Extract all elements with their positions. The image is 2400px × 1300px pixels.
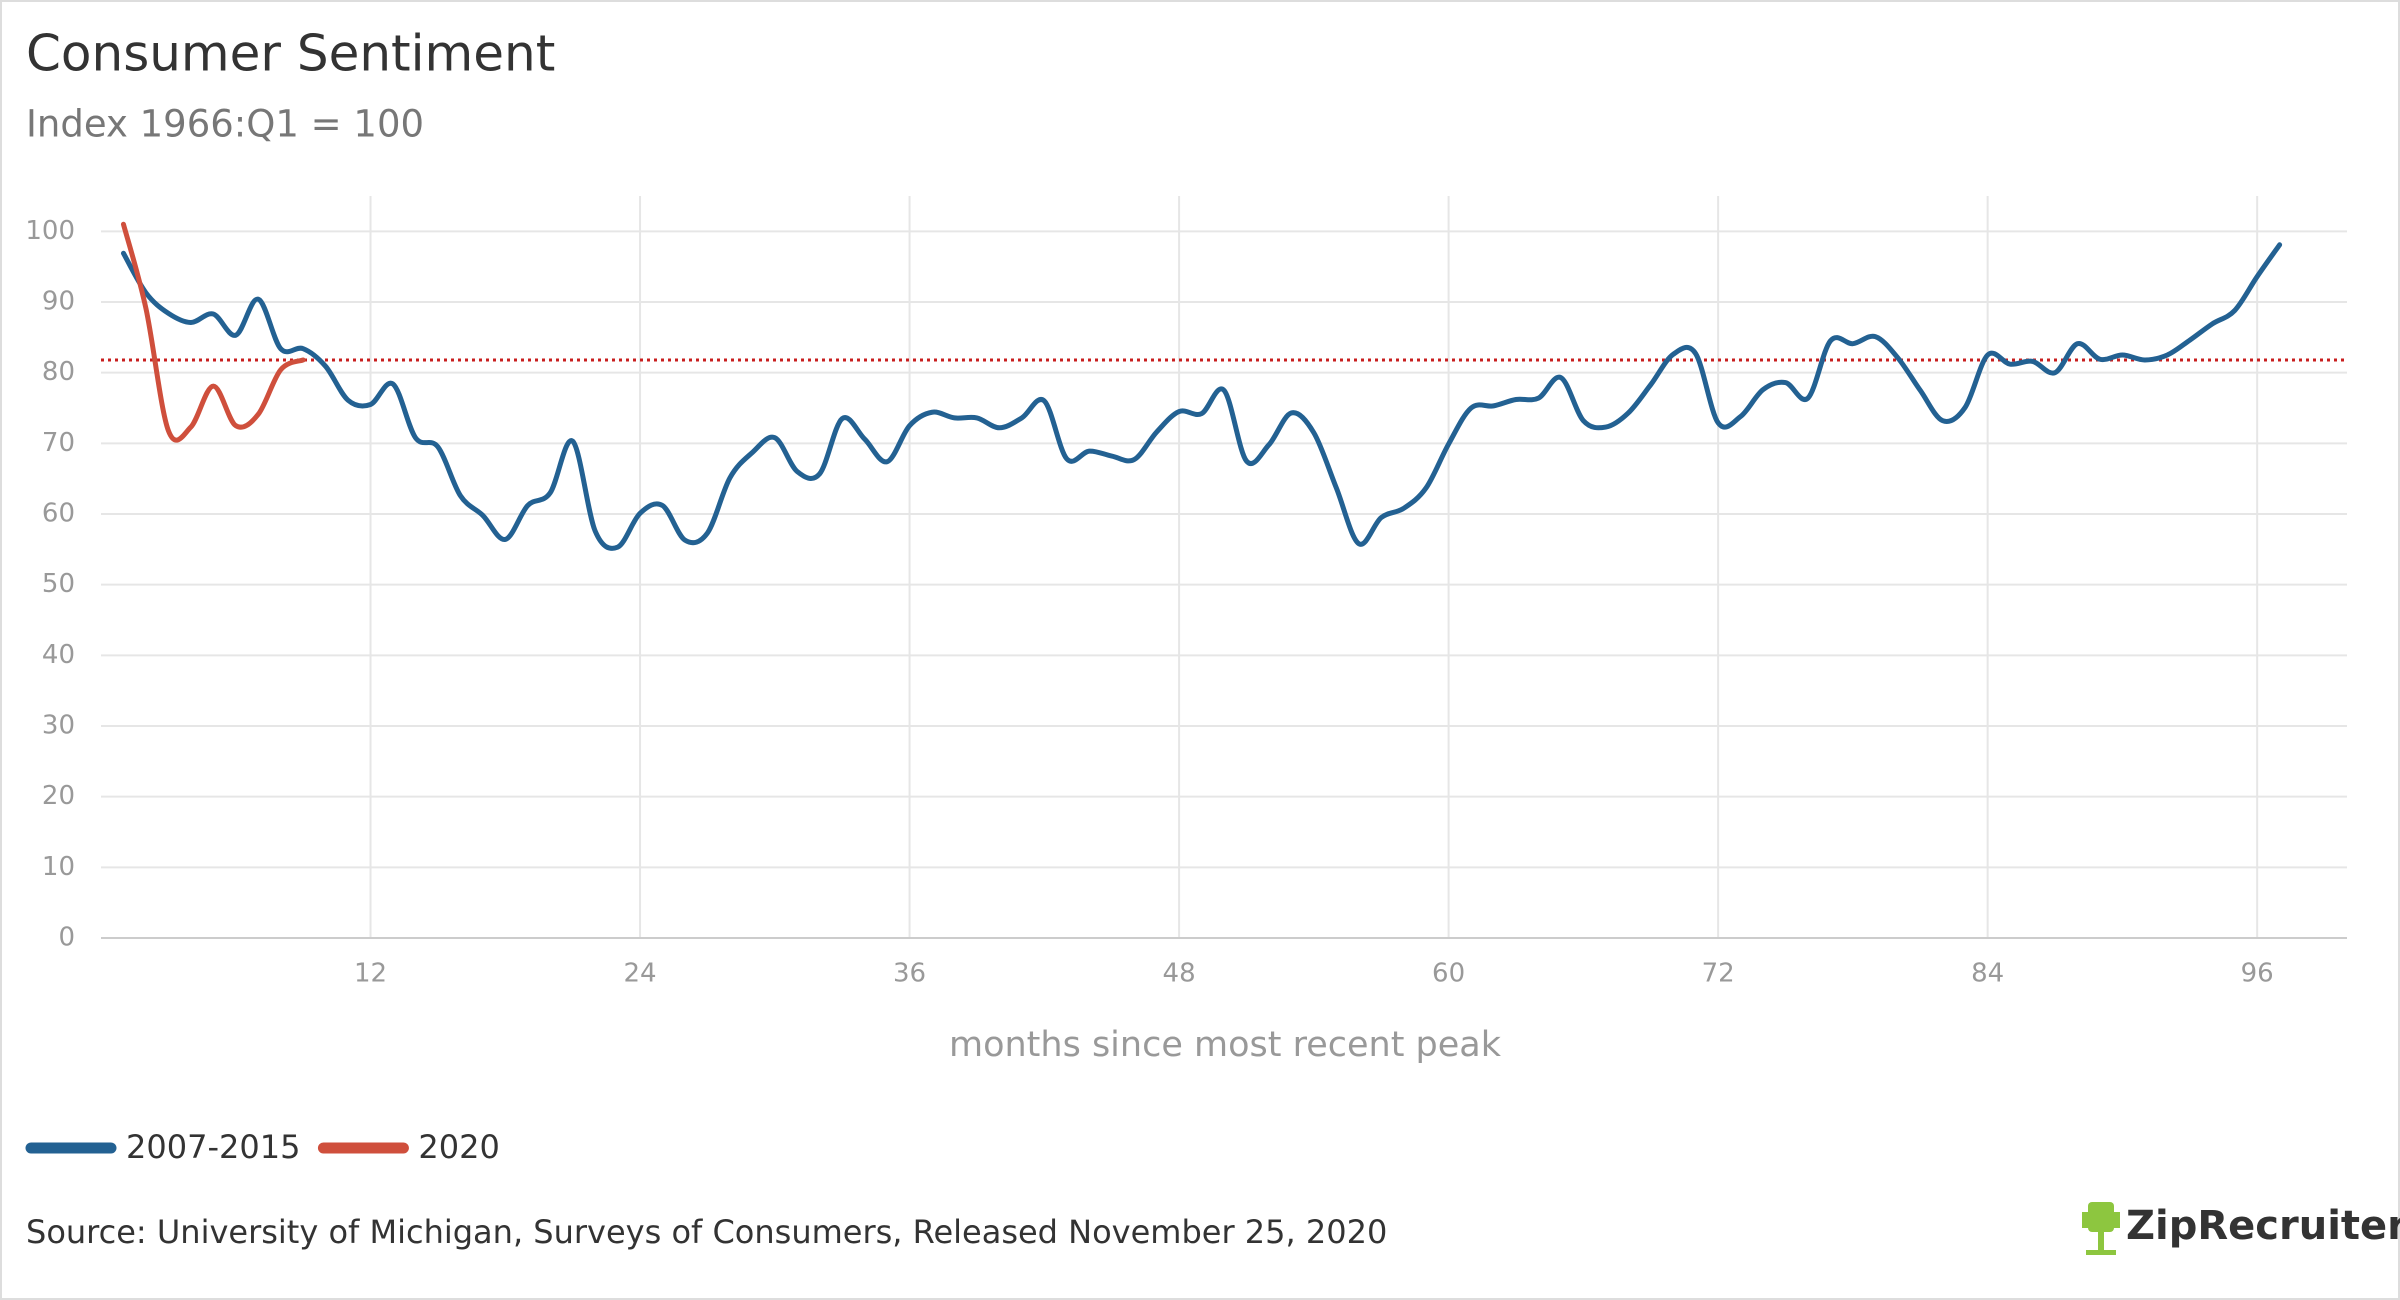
y-tick-label: 60 xyxy=(42,499,75,529)
chart-subtitle: Index 1966:Q1 = 100 xyxy=(26,103,424,146)
source: Source: University of Michigan, Surveys … xyxy=(26,1213,1387,1251)
y-tick-label: 20 xyxy=(42,781,75,811)
y-tick-label: 80 xyxy=(42,357,75,387)
x-tick-label: 48 xyxy=(1163,959,1196,989)
x-tick-label: 36 xyxy=(893,959,926,989)
x-tick-label: 72 xyxy=(1702,959,1735,989)
y-tick-label: 70 xyxy=(42,428,75,458)
y-tick-label: 0 xyxy=(58,923,75,953)
x-tick-label: 84 xyxy=(1971,959,2004,989)
x-tick-label: 24 xyxy=(623,959,656,989)
y-tick-label: 40 xyxy=(42,640,75,670)
legend-label: 2007-2015 xyxy=(126,1128,300,1166)
y-tick-label: 90 xyxy=(42,287,75,317)
y-tick-label: 10 xyxy=(42,852,75,882)
series-line xyxy=(120,242,2283,551)
y-tick-label: 30 xyxy=(42,711,75,741)
y-tick-label: 100 xyxy=(25,216,75,246)
x-tick-label: 96 xyxy=(2241,959,2274,989)
x-tick-label: 12 xyxy=(354,959,387,989)
logo: ZipRecruiter® xyxy=(2126,1203,2400,1249)
logo-icon xyxy=(2082,1202,2120,1255)
x-axis-label: months since most recent peak xyxy=(949,1025,1502,1065)
series-line xyxy=(120,221,306,443)
legend-label: 2020 xyxy=(418,1128,499,1166)
y-tick-label: 50 xyxy=(42,569,75,599)
x-tick-label: 60 xyxy=(1432,959,1465,989)
chart-title: Consumer Sentiment xyxy=(26,25,555,83)
